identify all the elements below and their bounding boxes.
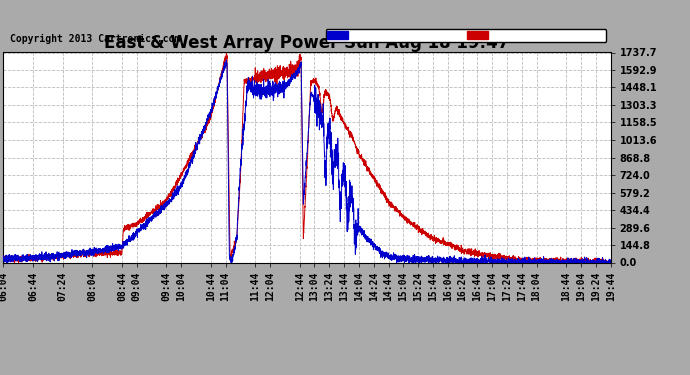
Title: East & West Array Power Sun Aug 18 19:47: East & West Array Power Sun Aug 18 19:47 xyxy=(104,34,510,53)
Legend: East Array  (DC Watts), West Array  (DC Watts): East Array (DC Watts), West Array (DC Wa… xyxy=(326,29,607,42)
Text: Copyright 2013 Cartronics.com: Copyright 2013 Cartronics.com xyxy=(10,34,180,44)
